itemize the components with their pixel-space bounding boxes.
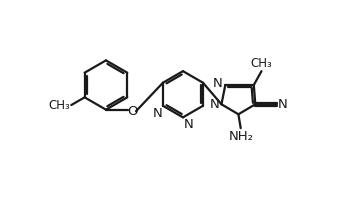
Text: NH₂: NH₂ xyxy=(229,130,254,143)
Text: N: N xyxy=(210,98,219,111)
Text: CH₃: CH₃ xyxy=(49,99,71,111)
Text: N: N xyxy=(184,118,193,131)
Text: N: N xyxy=(213,77,223,90)
Text: N: N xyxy=(278,98,287,111)
Text: O: O xyxy=(127,105,138,118)
Text: CH₃: CH₃ xyxy=(251,57,273,70)
Text: N: N xyxy=(152,106,162,120)
